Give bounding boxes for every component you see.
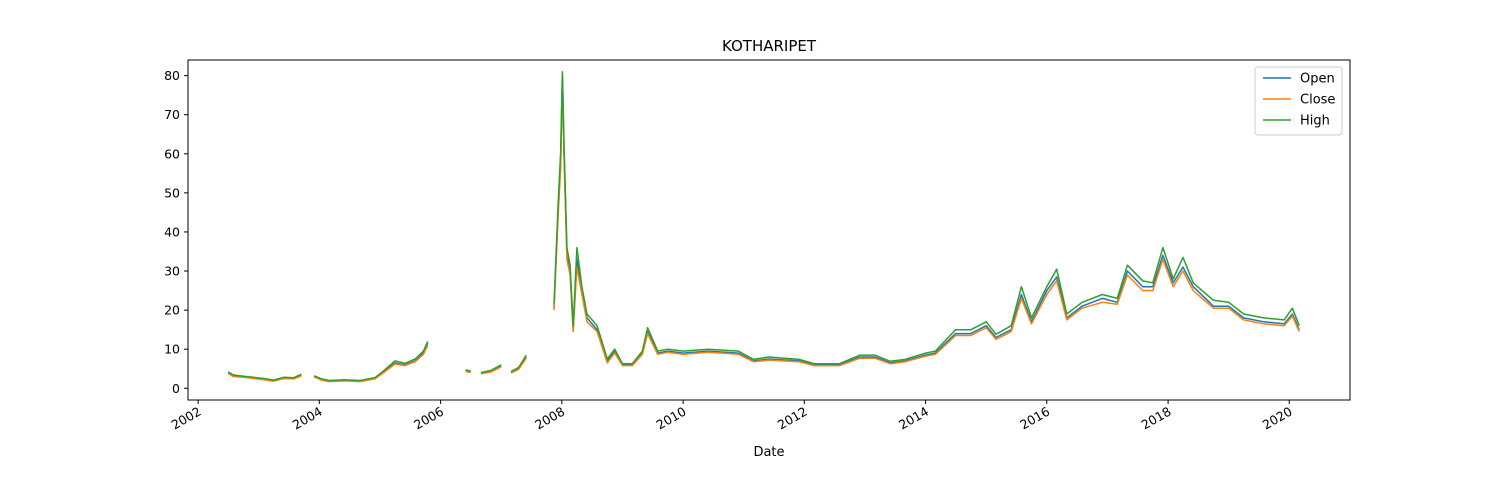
- series-lines: [227, 70, 1300, 383]
- series-line-high-2: [465, 369, 471, 372]
- y-tick-label-80: 80: [164, 68, 180, 83]
- series-line-high-1: [313, 341, 429, 382]
- series-line-close-2: [465, 370, 471, 374]
- x-axis-label: Date: [753, 445, 784, 460]
- series-line-high-5: [553, 70, 1300, 365]
- y-tick-label-70: 70: [164, 107, 180, 122]
- series-line-close-5: [553, 82, 1300, 367]
- y-tick-label-0: 0: [172, 381, 180, 396]
- y-tick-label-40: 40: [164, 224, 180, 239]
- legend-label-close: Close: [1300, 93, 1335, 108]
- series-line-high-3: [480, 364, 502, 374]
- chart-title: KOTHARIPET: [722, 37, 817, 55]
- series-line-close-0: [227, 372, 302, 382]
- y-tick-label-60: 60: [164, 146, 180, 161]
- legend: Open Close High: [1254, 66, 1343, 136]
- series-line-high-0: [227, 371, 302, 381]
- legend-label-open: Open: [1300, 72, 1335, 87]
- series-line-high-4: [510, 354, 527, 373]
- plot-area-frame: [187, 59, 1351, 401]
- y-axis: 0 10 20 30 40 50 60 70 80: [164, 68, 188, 396]
- series-line-close-4: [510, 357, 527, 374]
- series-line-close-1: [313, 344, 429, 383]
- y-tick-label-20: 20: [164, 303, 180, 318]
- y-tick-label-30: 30: [164, 264, 180, 279]
- series-line-close-3: [480, 366, 502, 375]
- legend-box: [1254, 66, 1343, 136]
- y-tick-label-50: 50: [164, 185, 180, 200]
- legend-label-high: High: [1300, 114, 1330, 129]
- y-tick-label-10: 10: [164, 342, 180, 357]
